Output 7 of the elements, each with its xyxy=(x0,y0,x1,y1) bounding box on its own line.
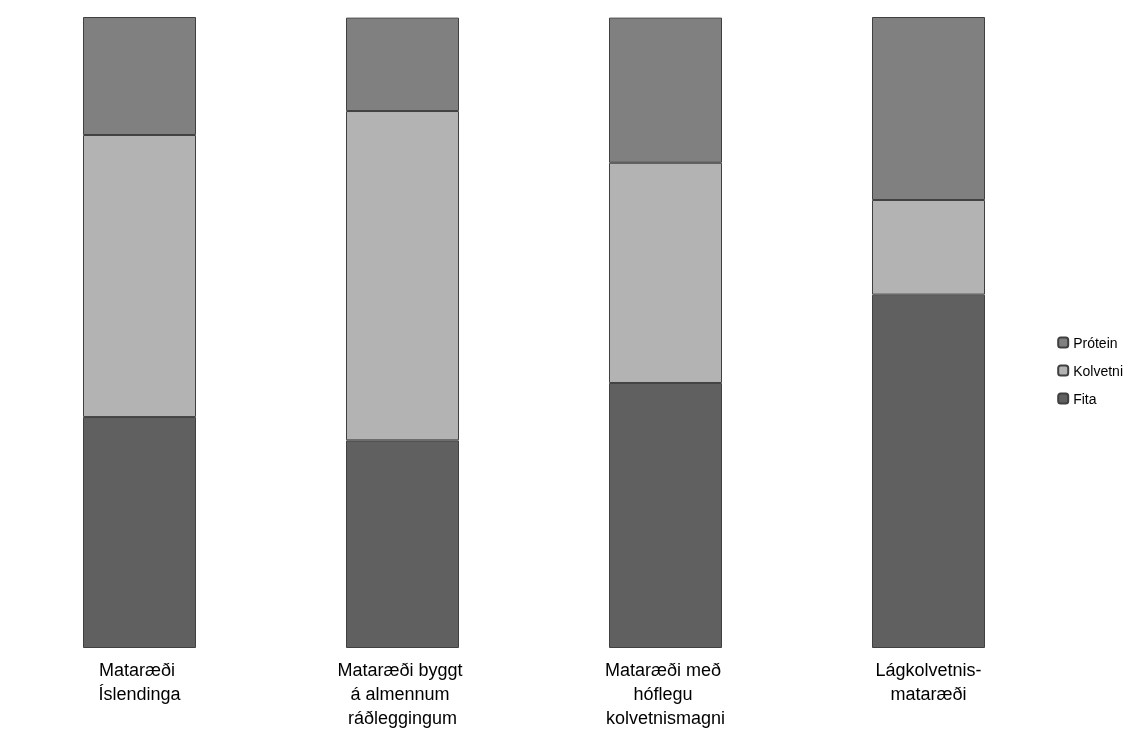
legend-label: Kolvetni xyxy=(1073,362,1124,379)
legend-label: Prótein xyxy=(1073,334,1118,351)
legend-label: Fita xyxy=(1073,390,1097,407)
x-tick-label: Lágkolvetnis-mataræði xyxy=(875,660,982,704)
x-tick-label: Mataræði byggt á almennum ráðleggingum xyxy=(337,660,468,728)
x-tick-label: Mataræði Íslendinga xyxy=(98,660,182,704)
x-tick-label: Mataræði með hóflegu kolvetnismagni xyxy=(604,660,727,728)
